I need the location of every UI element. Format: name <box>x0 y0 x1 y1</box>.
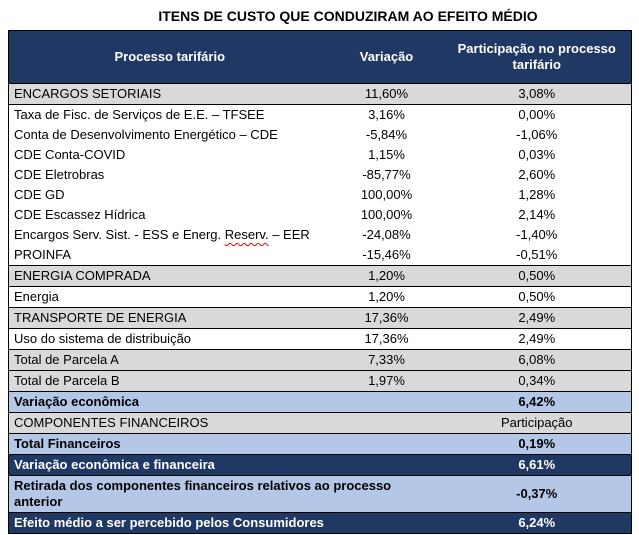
variacao-value: 100,00% <box>330 205 443 225</box>
row-label: Efeito médio a ser percebido pelos Consu… <box>8 512 443 534</box>
participacao-value: -1,06% <box>442 125 632 145</box>
participacao-value: 2,49% <box>442 307 632 329</box>
row-label: CDE Conta-COVID <box>8 145 331 165</box>
row-label-part: – EER <box>268 227 310 242</box>
table-row: TRANSPORTE DE ENERGIA 17,36% 2,49% <box>8 307 632 329</box>
row-label: Total de Parcela A <box>8 349 331 371</box>
table-row: Energia 1,20% 0,50% <box>8 286 632 308</box>
row-label: PROINFA <box>8 245 331 266</box>
participacao-value: 0,03% <box>442 145 632 165</box>
row-label: Encargos Serv. Sist. - ESS e Energ. Rese… <box>8 225 331 245</box>
variacao-value: 1,20% <box>330 265 443 287</box>
row-label: Taxa de Fisc. de Serviços de E.E. – TFSE… <box>8 104 331 125</box>
row-label: TRANSPORTE DE ENERGIA <box>8 307 331 329</box>
row-label-part: Encargos Serv. Sist. - ESS e Energ. <box>14 227 225 242</box>
participacao-value: -0,51% <box>442 245 632 266</box>
table-row: CDE GD 100,00% 1,28% <box>8 185 632 205</box>
table-row: Efeito médio a ser percebido pelos Consu… <box>8 512 632 534</box>
row-label: ENERGIA COMPRADA <box>8 265 331 287</box>
variacao-value: -15,46% <box>330 245 443 266</box>
column-header-variacao: Variação <box>330 30 443 84</box>
table-row: Conta de Desenvolvimento Energético – CD… <box>8 125 632 145</box>
table-row: CDE Escassez Hídrica 100,00% 2,14% <box>8 205 632 225</box>
row-label: Uso do sistema de distribuição <box>8 328 331 350</box>
table-row: Retirada dos componentes financeiros rel… <box>8 475 632 513</box>
variacao-value: 7,33% <box>330 349 443 371</box>
column-header-participacao: Participação no processo tarifário <box>442 30 632 84</box>
table-row: Taxa de Fisc. de Serviços de E.E. – TFSE… <box>8 104 632 125</box>
table-row: COMPONENTES FINANCEIROS Participação <box>8 412 632 434</box>
table-row: Variação econômica e financeira 6,61% <box>8 454 632 476</box>
row-label: Total Financeiros <box>8 433 443 455</box>
participacao-value: 0,34% <box>442 370 632 392</box>
variacao-value: 100,00% <box>330 185 443 205</box>
variacao-value: 11,60% <box>330 83 443 105</box>
table-row: Encargos Serv. Sist. - ESS e Energ. Rese… <box>8 225 632 245</box>
variacao-value: 1,97% <box>330 370 443 392</box>
row-label: ENCARGOS SETORIAIS <box>8 83 331 105</box>
row-label: Energia <box>8 286 331 308</box>
participacao-value: 6,61% <box>442 454 632 476</box>
table-row: Total Financeiros 0,19% <box>8 433 632 455</box>
participacao-value: -0,37% <box>442 475 632 513</box>
participacao-value: 6,24% <box>442 512 632 534</box>
column-header-processo: Processo tarifário <box>8 30 331 84</box>
participacao-value: 6,08% <box>442 349 632 371</box>
table-row: PROINFA -15,46% -0,51% <box>8 245 632 266</box>
row-label: Total de Parcela B <box>8 370 331 392</box>
participacao-value: 0,00% <box>442 104 632 125</box>
table-body: ENCARGOS SETORIAIS 11,60% 3,08% Taxa de Fis… <box>8 83 632 534</box>
table-row: CDE Conta-COVID 1,15% 0,03% <box>8 145 632 165</box>
participacao-value: -1,40% <box>442 225 632 245</box>
participacao-value: Participação <box>442 412 632 434</box>
variacao-value: -85,77% <box>330 165 443 185</box>
table-row: ENCARGOS SETORIAIS 11,60% 3,08% <box>8 83 632 105</box>
participacao-value: 6,42% <box>442 391 632 413</box>
cost-effect-table: Processo tarifário Variação Participação… <box>8 30 632 534</box>
participacao-value: 0,19% <box>442 433 632 455</box>
variacao-value: 17,36% <box>330 307 443 329</box>
variacao-value: 1,15% <box>330 145 443 165</box>
row-label: Conta de Desenvolvimento Energético – CD… <box>8 125 331 145</box>
variacao-value: 3,16% <box>330 104 443 125</box>
row-label: COMPONENTES FINANCEIROS <box>8 412 443 434</box>
row-label: Variação econômica <box>8 391 443 413</box>
participacao-value: 0,50% <box>442 265 632 287</box>
row-label: Variação econômica e financeira <box>8 454 443 476</box>
misspelled-word: Reserv. <box>224 227 269 242</box>
table-row: Total de Parcela B 1,97% 0,34% <box>8 370 632 392</box>
table-row: Total de Parcela A 7,33% 6,08% <box>8 349 632 371</box>
page-title: ITENS DE CUSTO QUE CONDUZIRAM AO EFEITO … <box>158 8 538 24</box>
header-row: Processo tarifário Variação Participação… <box>8 30 632 84</box>
participacao-value: 2,14% <box>442 205 632 225</box>
participacao-value: 0,50% <box>442 286 632 308</box>
row-label: Retirada dos componentes financeiros rel… <box>8 475 443 513</box>
table-row: Variação econômica 6,42% <box>8 391 632 413</box>
table-header: Processo tarifário Variação Participação… <box>8 30 632 84</box>
row-label: CDE Escassez Hídrica <box>8 205 331 225</box>
page: ITENS DE CUSTO QUE CONDUZIRAM AO EFEITO … <box>0 8 639 535</box>
row-label: CDE GD <box>8 185 331 205</box>
variacao-value: -5,84% <box>330 125 443 145</box>
participacao-value: 3,08% <box>442 83 632 105</box>
table-row: CDE Eletrobras -85,77% 2,60% <box>8 165 632 185</box>
table-row: ENERGIA COMPRADA 1,20% 0,50% <box>8 265 632 287</box>
table-row: Uso do sistema de distribuição 17,36% 2,49… <box>8 328 632 350</box>
participacao-value: 2,49% <box>442 328 632 350</box>
participacao-value: 1,28% <box>442 185 632 205</box>
variacao-value: 17,36% <box>330 328 443 350</box>
variacao-value: 1,20% <box>330 286 443 308</box>
variacao-value: -24,08% <box>330 225 443 245</box>
participacao-value: 2,60% <box>442 165 632 185</box>
row-label: CDE Eletrobras <box>8 165 331 185</box>
